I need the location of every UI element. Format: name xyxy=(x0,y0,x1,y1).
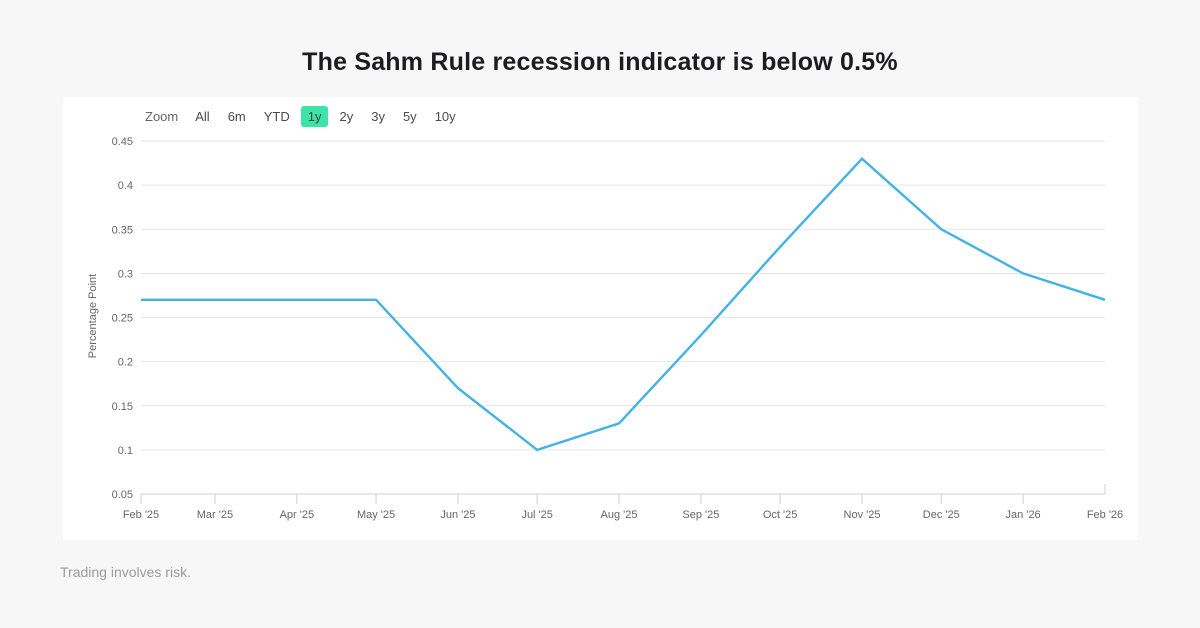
x-axis-tick-label: Dec '25 xyxy=(923,509,960,521)
y-axis-tick-label: 0.15 xyxy=(112,401,133,413)
x-axis-tick-label: Jan '26 xyxy=(1006,509,1041,521)
range-button-3y[interactable]: 3y xyxy=(364,106,392,127)
x-axis-tick-label: Aug '25 xyxy=(601,509,638,521)
x-axis-tick-label: Jun '25 xyxy=(440,509,475,521)
range-button-ytd[interactable]: YTD xyxy=(257,106,297,127)
range-button-10y[interactable]: 10y xyxy=(428,106,463,127)
x-axis-tick-label: Apr '25 xyxy=(280,509,315,521)
x-axis-tick-label: Jul '25 xyxy=(521,509,552,521)
disclaimer-text: Trading involves risk. xyxy=(60,564,191,580)
x-axis-tick-label: May '25 xyxy=(357,509,395,521)
y-axis-tick-label: 0.2 xyxy=(118,357,133,369)
series-line xyxy=(141,157,1106,452)
y-axis-title: Percentage Point xyxy=(87,274,99,358)
y-axis-tick-label: 0.35 xyxy=(112,224,133,236)
x-axis-tick-label: Sep '25 xyxy=(682,509,719,521)
y-axis-tick-label: 0.1 xyxy=(118,445,133,457)
chart-card: Zoom All 6m YTD 1y 2y 3y 5y 10y 0.05 0.1 0.15 0.2 0… xyxy=(63,97,1138,540)
range-selector-buttons: All 6m YTD 1y 2y 3y 5y 10y xyxy=(186,106,464,127)
page-title: The Sahm Rule recession indicator is bel… xyxy=(302,48,898,76)
x-axis-tick-label: Feb '25 xyxy=(123,509,159,521)
range-selector: Zoom All 6m YTD 1y 2y 3y 5y 10y xyxy=(145,106,465,127)
x-axis-tick-label: Nov '25 xyxy=(844,509,881,521)
x-axis-tick-label: Feb '26 xyxy=(1087,509,1123,521)
y-axis-tick-label: 0.05 xyxy=(112,489,133,501)
range-button-all[interactable]: All xyxy=(188,106,216,127)
range-selector-zoom-label: Zoom xyxy=(145,109,179,124)
range-button-5y[interactable]: 5y xyxy=(396,106,424,127)
x-axis-tick-label: Mar '25 xyxy=(197,509,233,521)
range-button-2y[interactable]: 2y xyxy=(332,106,360,127)
range-button-6m[interactable]: 6m xyxy=(221,106,253,127)
line-chart: 0.05 0.1 0.15 0.2 0.25 0.3 0.35 0.4 0.45 Percenta… xyxy=(87,136,1123,521)
y-axis-tick-label: 0.4 xyxy=(118,180,133,192)
y-axis-tick-label: 0.3 xyxy=(118,268,133,280)
y-axis-tick-label: 0.25 xyxy=(112,313,133,325)
range-button-1y[interactable]: 1y xyxy=(300,106,329,127)
x-axis-tick-label: Oct '25 xyxy=(763,509,798,521)
y-axis-tick-label: 0.45 xyxy=(112,136,133,148)
